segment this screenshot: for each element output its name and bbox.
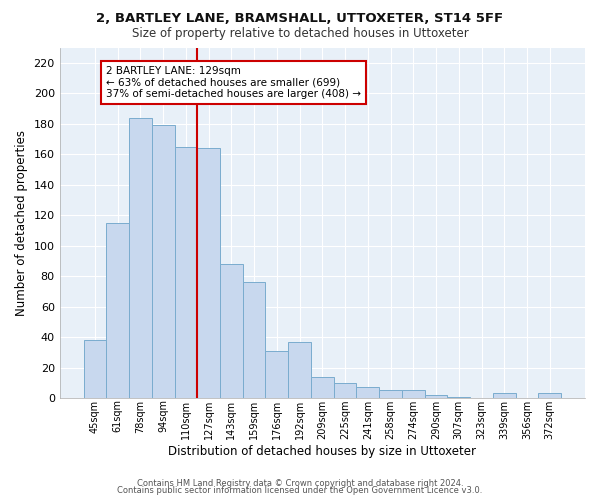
Bar — [311, 376, 334, 398]
Text: 2, BARTLEY LANE, BRAMSHALL, UTTOXETER, ST14 5FF: 2, BARTLEY LANE, BRAMSHALL, UTTOXETER, S… — [97, 12, 503, 26]
Bar — [334, 383, 356, 398]
Bar — [129, 118, 152, 398]
Bar — [493, 394, 515, 398]
Bar — [288, 342, 311, 398]
Bar — [425, 395, 448, 398]
Bar — [243, 282, 265, 398]
Bar — [152, 125, 175, 398]
Text: 2 BARTLEY LANE: 129sqm
← 63% of detached houses are smaller (699)
37% of semi-de: 2 BARTLEY LANE: 129sqm ← 63% of detached… — [106, 66, 361, 99]
Bar — [356, 388, 379, 398]
Text: Contains HM Land Registry data © Crown copyright and database right 2024.: Contains HM Land Registry data © Crown c… — [137, 478, 463, 488]
Text: Size of property relative to detached houses in Uttoxeter: Size of property relative to detached ho… — [131, 28, 469, 40]
Bar — [538, 394, 561, 398]
Bar — [175, 146, 197, 398]
Text: Contains public sector information licensed under the Open Government Licence v3: Contains public sector information licen… — [118, 486, 482, 495]
Bar — [448, 396, 470, 398]
Bar — [265, 351, 288, 398]
Bar — [197, 148, 220, 398]
Bar — [83, 340, 106, 398]
Bar — [106, 223, 129, 398]
Bar — [402, 390, 425, 398]
Bar — [220, 264, 243, 398]
X-axis label: Distribution of detached houses by size in Uttoxeter: Distribution of detached houses by size … — [169, 444, 476, 458]
Y-axis label: Number of detached properties: Number of detached properties — [15, 130, 28, 316]
Bar — [379, 390, 402, 398]
